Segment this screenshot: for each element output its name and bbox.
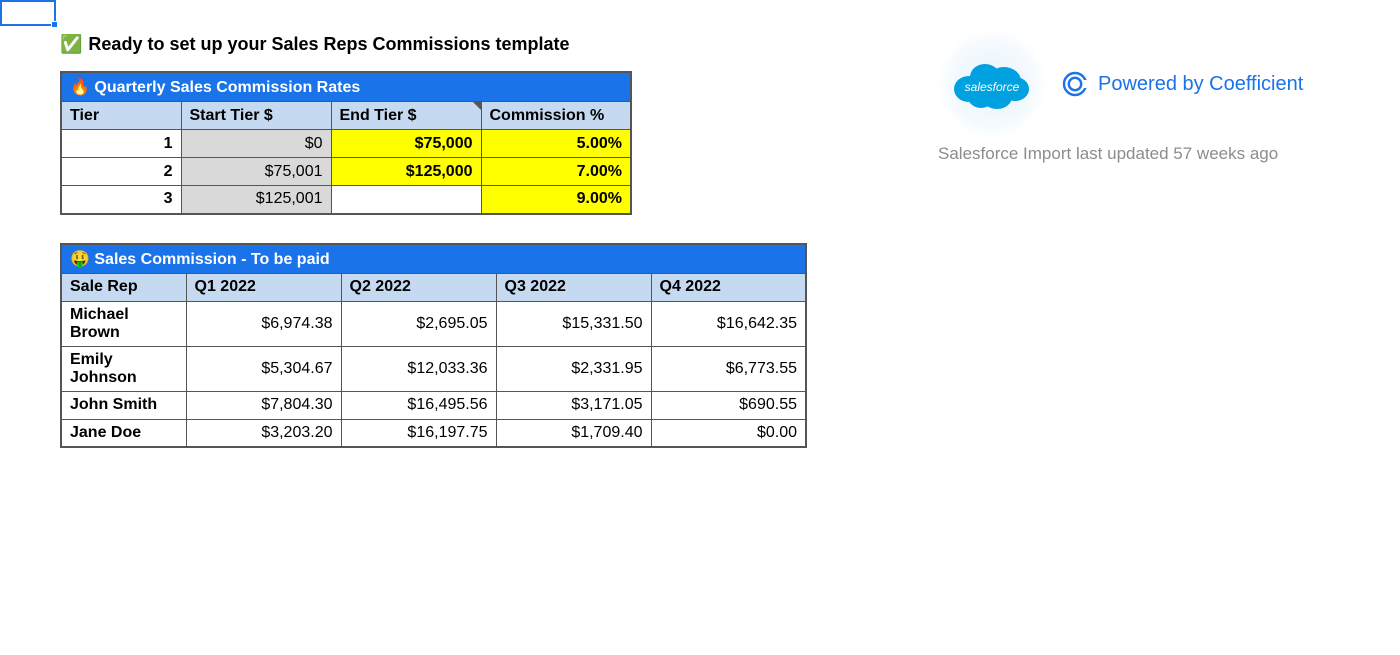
cell-q3[interactable]: $15,331.50 [496,301,651,346]
commission-rates-table[interactable]: 🔥 Quarterly Sales Commission Rates Tier … [60,71,632,215]
cell-q1[interactable]: $5,304.67 [186,346,341,391]
cell-q2[interactable]: $16,495.56 [341,391,496,419]
commission-rates-banner: 🔥 Quarterly Sales Commission Rates [61,72,631,102]
cell-pct[interactable]: 5.00% [481,130,631,158]
table-row[interactable]: Jane Doe $3,203.20 $16,197.75 $1,709.40 … [61,419,806,447]
table-row[interactable]: 3 $125,001 9.00% [61,186,631,214]
integration-panel: salesforce Powered by Coefficient Salesf… [930,30,1370,164]
table-row[interactable]: John Smith $7,804.30 $16,495.56 $3,171.0… [61,391,806,419]
col-q2: Q2 2022 [341,273,496,301]
cell-end[interactable]: $75,000 [331,130,481,158]
table-row[interactable]: 1 $0 $75,000 5.00% [61,130,631,158]
cell-start[interactable]: $75,001 [181,158,331,186]
commission-rates-banner-text: Quarterly Sales Commission Rates [94,79,360,96]
col-q1: Q1 2022 [186,273,341,301]
cell-start[interactable]: $125,001 [181,186,331,214]
table-row[interactable]: Michael Brown $6,974.38 $2,695.05 $15,33… [61,301,806,346]
cell-end[interactable]: $125,000 [331,158,481,186]
cell-q1[interactable]: $3,203.20 [186,419,341,447]
fire-icon: 🔥 [70,79,90,96]
cell-rep[interactable]: Emily Johnson [61,346,186,391]
col-tier: Tier [61,102,181,130]
table-row[interactable]: Emily Johnson $5,304.67 $12,033.36 $2,33… [61,346,806,391]
col-commission: Commission % [481,102,631,130]
cell-q1[interactable]: $6,974.38 [186,301,341,346]
cell-tier[interactable]: 2 [61,158,181,186]
salesforce-wordmark: salesforce [965,80,1020,94]
page-title-row: ✅ Ready to set up your Sales Reps Commis… [60,34,960,55]
cell-rep[interactable]: John Smith [61,391,186,419]
cell-pct[interactable]: 7.00% [481,158,631,186]
active-cell-selection[interactable] [0,0,56,26]
page-title: Ready to set up your Sales Reps Commissi… [88,34,569,55]
check-icon: ✅ [60,34,82,55]
cell-tier[interactable]: 3 [61,186,181,214]
powered-by-coefficient-link[interactable]: Powered by Coefficient [1062,71,1303,97]
cell-q1[interactable]: $7,804.30 [186,391,341,419]
table-row[interactable]: 2 $75,001 $125,000 7.00% [61,158,631,186]
cell-q3[interactable]: $2,331.95 [496,346,651,391]
col-q3: Q3 2022 [496,273,651,301]
sales-commission-banner-text: Sales Commission - To be paid [94,251,329,268]
cell-q4[interactable]: $690.55 [651,391,806,419]
col-end-tier: End Tier $ [331,102,481,130]
col-rep: Sale Rep [61,273,186,301]
cell-q4[interactable]: $16,642.35 [651,301,806,346]
sales-commission-header-row: Sale Rep Q1 2022 Q2 2022 Q3 2022 Q4 2022 [61,273,806,301]
col-start-tier: Start Tier $ [181,102,331,130]
col-q4: Q4 2022 [651,273,806,301]
fill-handle[interactable] [51,21,58,28]
money-face-icon: 🤑 [70,251,90,268]
sales-commission-table[interactable]: 🤑 Sales Commission - To be paid Sale Rep… [60,243,807,449]
cell-pct[interactable]: 9.00% [481,186,631,214]
cell-tier[interactable]: 1 [61,130,181,158]
cell-rep[interactable]: Michael Brown [61,301,186,346]
cell-q2[interactable]: $2,695.05 [341,301,496,346]
cell-q3[interactable]: $3,171.05 [496,391,651,419]
sales-commission-banner: 🤑 Sales Commission - To be paid [61,244,806,274]
cell-q4[interactable]: $6,773.55 [651,346,806,391]
cell-q2[interactable]: $12,033.36 [341,346,496,391]
cell-q3[interactable]: $1,709.40 [496,419,651,447]
import-status-text: Salesforce Import last updated 57 weeks … [938,144,1370,164]
cell-q4[interactable]: $0.00 [651,419,806,447]
coefficient-icon [1062,71,1088,97]
cell-start[interactable]: $0 [181,130,331,158]
salesforce-logo-halo: salesforce [938,30,1046,138]
powered-by-label: Powered by Coefficient [1098,73,1303,96]
cell-q2[interactable]: $16,197.75 [341,419,496,447]
salesforce-icon: salesforce [951,55,1033,113]
cell-end[interactable] [331,186,481,214]
commission-rates-header-row: Tier Start Tier $ End Tier $ Commission … [61,102,631,130]
cell-rep[interactable]: Jane Doe [61,419,186,447]
